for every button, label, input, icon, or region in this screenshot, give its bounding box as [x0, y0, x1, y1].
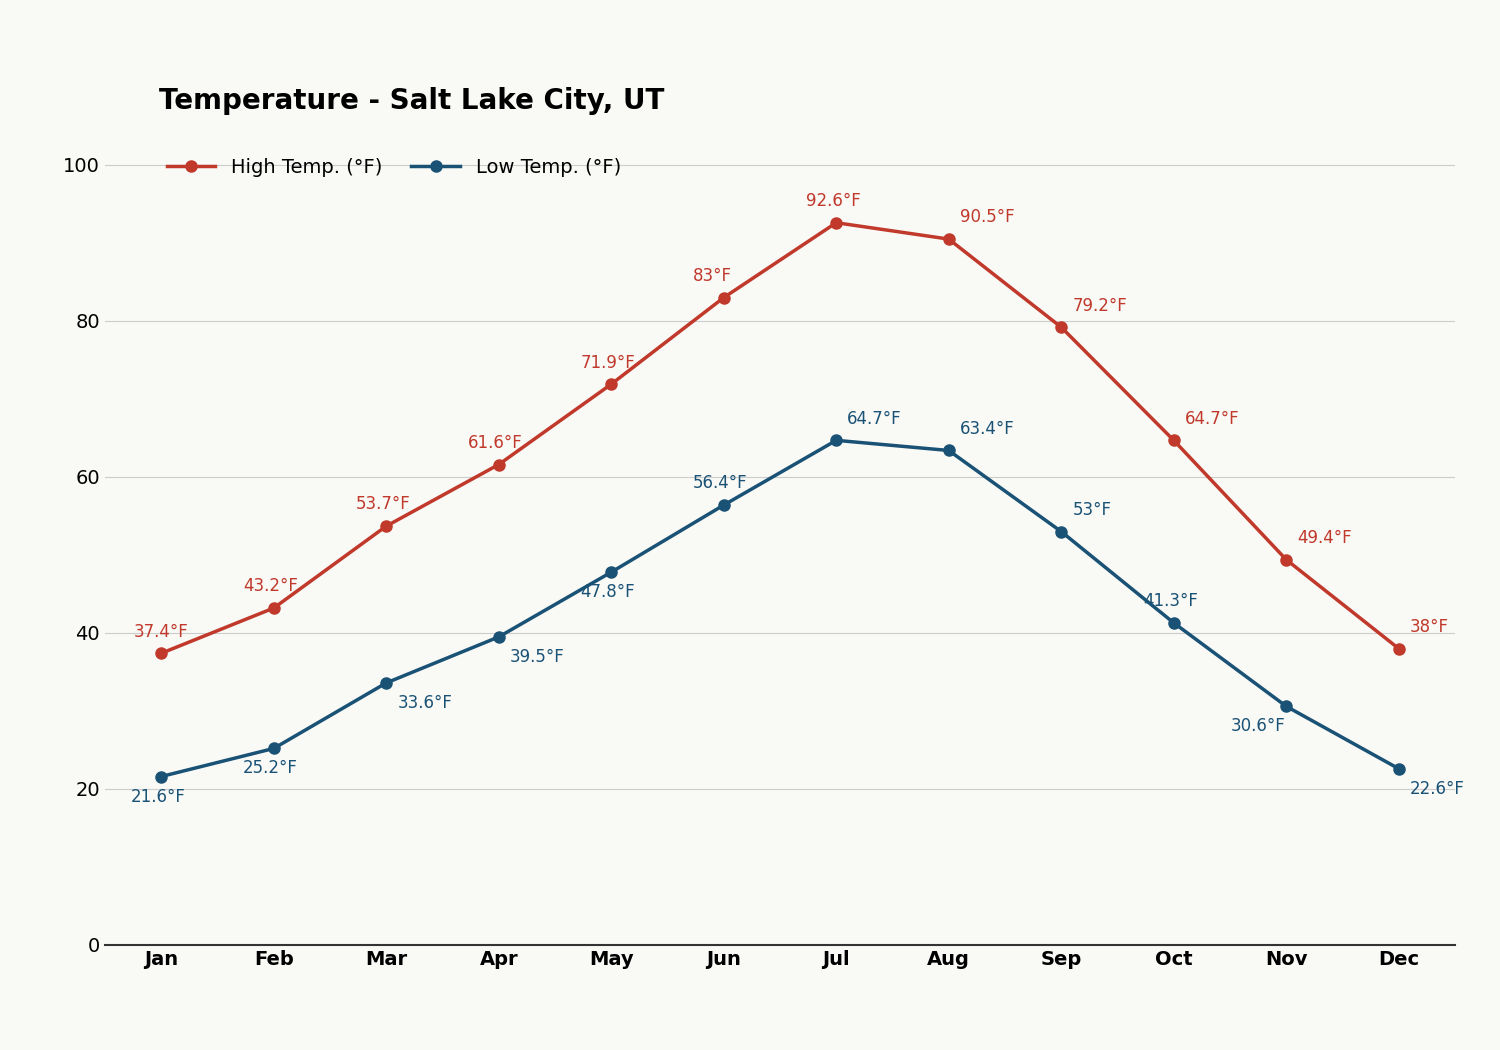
Text: 22.6°F: 22.6°F: [1410, 780, 1464, 798]
High Temp. (°F): [1276, 553, 1294, 566]
High Temp. (°F): [714, 291, 732, 303]
Low Temp. (°F): [714, 499, 732, 511]
Text: 92.6°F: 92.6°F: [806, 192, 861, 210]
High Temp. (°F): [264, 602, 282, 614]
Text: 56.4°F: 56.4°F: [693, 475, 748, 492]
Low Temp. (°F): [1389, 762, 1407, 775]
High Temp. (°F): [489, 458, 507, 470]
Text: 83°F: 83°F: [693, 267, 732, 285]
Low Temp. (°F): [489, 631, 507, 644]
Low Temp. (°F): [264, 742, 282, 755]
Line: High Temp. (°F): High Temp. (°F): [156, 217, 1404, 658]
Text: 71.9°F: 71.9°F: [580, 354, 636, 372]
Text: 41.3°F: 41.3°F: [1143, 592, 1198, 610]
Text: 63.4°F: 63.4°F: [960, 420, 1014, 438]
Text: 61.6°F: 61.6°F: [468, 434, 524, 452]
Text: 43.2°F: 43.2°F: [243, 578, 298, 595]
Text: 79.2°F: 79.2°F: [1072, 296, 1126, 315]
Text: 64.7°F: 64.7°F: [1185, 410, 1239, 427]
Text: 53°F: 53°F: [1072, 501, 1112, 519]
Low Temp. (°F): [1053, 525, 1071, 538]
Text: 47.8°F: 47.8°F: [580, 583, 636, 602]
Legend: High Temp. (°F), Low Temp. (°F): High Temp. (°F), Low Temp. (°F): [159, 150, 628, 185]
Text: 33.6°F: 33.6°F: [398, 694, 451, 712]
Text: 64.7°F: 64.7°F: [847, 410, 901, 427]
Low Temp. (°F): [153, 771, 171, 783]
Low Temp. (°F): [1276, 700, 1294, 713]
Text: 49.4°F: 49.4°F: [1298, 529, 1352, 547]
Text: Temperature - Salt Lake City, UT: Temperature - Salt Lake City, UT: [159, 87, 664, 116]
Text: 25.2°F: 25.2°F: [243, 759, 298, 777]
High Temp. (°F): [153, 647, 171, 659]
High Temp. (°F): [1389, 643, 1407, 655]
Low Temp. (°F): [378, 676, 396, 689]
Text: 21.6°F: 21.6°F: [130, 788, 186, 805]
Text: 53.7°F: 53.7°F: [356, 496, 411, 513]
Low Temp. (°F): [602, 566, 621, 579]
High Temp. (°F): [828, 216, 846, 229]
Low Temp. (°F): [1164, 616, 1182, 629]
Text: 37.4°F: 37.4°F: [134, 623, 188, 640]
Low Temp. (°F): [828, 434, 846, 446]
Low Temp. (°F): [939, 444, 957, 457]
High Temp. (°F): [1164, 434, 1182, 446]
High Temp. (°F): [1053, 321, 1071, 334]
Text: 39.5°F: 39.5°F: [510, 648, 564, 666]
Text: 38°F: 38°F: [1410, 618, 1449, 636]
High Temp. (°F): [939, 233, 957, 246]
High Temp. (°F): [378, 520, 396, 532]
High Temp. (°F): [602, 378, 621, 391]
Text: 90.5°F: 90.5°F: [960, 209, 1014, 227]
Text: 30.6°F: 30.6°F: [1230, 717, 1286, 735]
Line: Low Temp. (°F): Low Temp. (°F): [156, 435, 1404, 782]
